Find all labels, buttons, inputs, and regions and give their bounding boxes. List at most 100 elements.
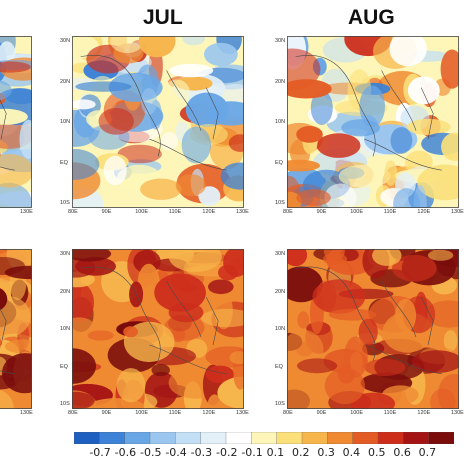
field-blob — [229, 351, 244, 365]
lat-tick-label: 30N — [60, 38, 71, 44]
field-blob — [19, 119, 32, 159]
colorbar-swatch — [124, 432, 151, 444]
field-blob — [296, 126, 323, 143]
field-blob — [138, 36, 176, 58]
field-blob — [287, 303, 296, 327]
field-blob — [316, 133, 361, 158]
colorbar-label: 0.3 — [317, 446, 335, 459]
lat-tick-label: 20N — [275, 78, 286, 85]
field-blob — [116, 368, 146, 403]
lon-tick-label: 110E — [168, 209, 182, 215]
colorbar-label: 0.2 — [292, 446, 310, 459]
lat-tick-label: 10S — [60, 200, 70, 206]
lon-tick-label: 90E — [316, 209, 327, 215]
field-blob — [0, 182, 32, 208]
map-field — [72, 36, 244, 208]
field-blob — [163, 79, 191, 108]
field-blob — [72, 391, 95, 409]
field-blob — [0, 257, 26, 275]
colorbar-swatch — [352, 432, 379, 444]
lon-tick-label: 90E — [101, 209, 112, 215]
lon-tick-label: 120E — [202, 209, 216, 215]
lat-tick-label: 20N — [60, 288, 71, 295]
field-blob — [372, 249, 402, 266]
lon-tick-label: 130E — [236, 209, 249, 215]
field-blob — [72, 148, 100, 180]
coastline — [80, 266, 227, 375]
field-blob — [103, 155, 127, 186]
field-blob — [324, 367, 365, 405]
field-blob — [389, 36, 427, 67]
field-blob — [93, 340, 108, 377]
field-blob — [72, 317, 94, 333]
colorbar-label: 0.6 — [393, 446, 411, 459]
field-blob — [185, 92, 229, 128]
field-blob — [198, 186, 221, 206]
aug-title: AUG — [348, 6, 395, 29]
map-field — [287, 249, 459, 409]
colorbar-swatch — [301, 432, 328, 444]
field-blob — [287, 249, 308, 267]
field-blob — [175, 174, 206, 197]
colorbar — [74, 432, 454, 444]
lon-tick-label: 120E — [417, 410, 431, 416]
field-blob — [440, 49, 459, 89]
lon-tick-label: 90E — [101, 410, 112, 416]
lat-tick-label: 30N — [275, 251, 286, 257]
field-blob — [364, 358, 406, 376]
field-blob — [417, 164, 459, 201]
colorbar-swatch — [74, 432, 100, 444]
field-blob — [310, 90, 333, 125]
lat-tick-label: 10N — [275, 119, 286, 125]
field-blob — [204, 42, 238, 67]
lat-tick-label: 20N — [275, 288, 286, 295]
field-blob — [123, 326, 138, 338]
field-blob — [205, 365, 235, 384]
field-blob — [218, 264, 238, 281]
lat-tick-label: EQ — [60, 363, 68, 370]
colorbar-swatch — [276, 432, 303, 444]
panel-frame — [72, 36, 244, 208]
field-blob — [154, 273, 206, 312]
field-blob — [201, 308, 244, 328]
colorbar-swatch — [403, 432, 430, 444]
field-blob — [182, 36, 205, 46]
field-blob — [344, 336, 368, 378]
field-blob — [75, 257, 116, 276]
lon-tick-label: 80E — [68, 410, 78, 416]
map-field — [72, 249, 244, 409]
colorbar-swatch — [200, 432, 227, 444]
lat-tick-label: 10S — [275, 401, 285, 407]
map-panel-row2-jul — [72, 249, 244, 409]
colorbar-swatch — [99, 432, 126, 444]
colorbar-label: -0.6 — [114, 446, 137, 459]
panel-frame — [287, 249, 459, 409]
field-blob — [168, 302, 204, 323]
field-blob — [87, 330, 114, 341]
panel-frame — [0, 249, 32, 409]
field-blob — [297, 311, 310, 329]
field-blob — [393, 188, 421, 208]
field-blob — [312, 279, 366, 314]
map-panel-row1-left — [0, 36, 32, 208]
field-blob — [427, 249, 454, 261]
field-blob — [140, 178, 182, 200]
field-blob — [5, 88, 32, 105]
field-blob — [350, 392, 396, 409]
field-blob — [207, 394, 222, 409]
map-field — [0, 249, 32, 409]
field-blob — [328, 308, 377, 321]
field-blob — [324, 183, 357, 208]
field-blob — [406, 118, 451, 136]
colorbar-swatch — [149, 432, 176, 444]
field-blob — [297, 358, 338, 374]
colorbar-swatch — [327, 432, 354, 444]
field-blob — [208, 279, 234, 295]
colorbar-swatch — [175, 432, 202, 444]
field-blob — [141, 88, 157, 115]
colorbar-label: -0.4 — [165, 446, 187, 459]
field-blob — [0, 61, 31, 73]
colorbar-label: 0.7 — [418, 446, 437, 459]
lat-tick-label: 20N — [60, 78, 71, 85]
lat-tick-label: 10S — [275, 200, 285, 206]
